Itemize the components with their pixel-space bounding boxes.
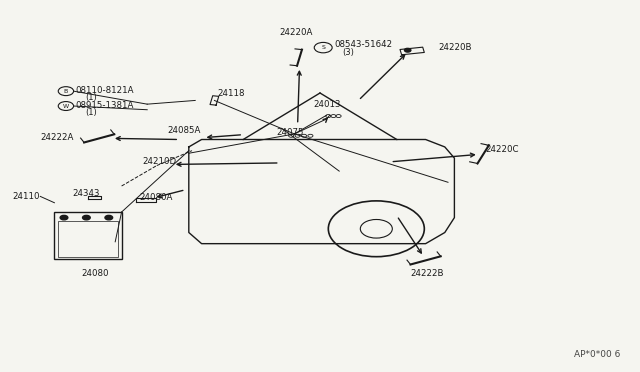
Circle shape (60, 215, 68, 220)
Text: AP*0*00 6: AP*0*00 6 (575, 350, 621, 359)
Text: 24222A: 24222A (40, 133, 74, 142)
Text: W: W (63, 103, 69, 109)
Text: 24210D: 24210D (142, 157, 176, 166)
Circle shape (404, 48, 411, 52)
Circle shape (83, 215, 90, 220)
Text: 24222B: 24222B (411, 269, 444, 278)
Text: 24220A: 24220A (279, 28, 312, 37)
Text: 08915-1381A: 08915-1381A (76, 101, 134, 110)
Text: (1): (1) (85, 93, 97, 102)
Text: B: B (64, 89, 68, 94)
Text: 24220B: 24220B (438, 43, 472, 52)
Text: S: S (321, 45, 325, 50)
Text: (3): (3) (342, 48, 355, 57)
Text: 24080: 24080 (81, 269, 108, 278)
Text: 24220C: 24220C (485, 145, 518, 154)
Text: 24013: 24013 (314, 100, 341, 109)
Text: 08543-51642: 08543-51642 (334, 40, 392, 49)
Circle shape (105, 215, 113, 220)
Text: 24080A: 24080A (140, 193, 173, 202)
Bar (54, 212, 122, 259)
Text: 24085A: 24085A (168, 126, 201, 135)
Text: 08110-8121A: 08110-8121A (76, 86, 134, 95)
Bar (58, 221, 118, 257)
Text: 24075: 24075 (276, 128, 304, 137)
Text: 24343: 24343 (72, 189, 100, 198)
Text: (1): (1) (85, 108, 97, 117)
Text: 24118: 24118 (218, 89, 245, 98)
Text: 24110: 24110 (13, 192, 40, 201)
